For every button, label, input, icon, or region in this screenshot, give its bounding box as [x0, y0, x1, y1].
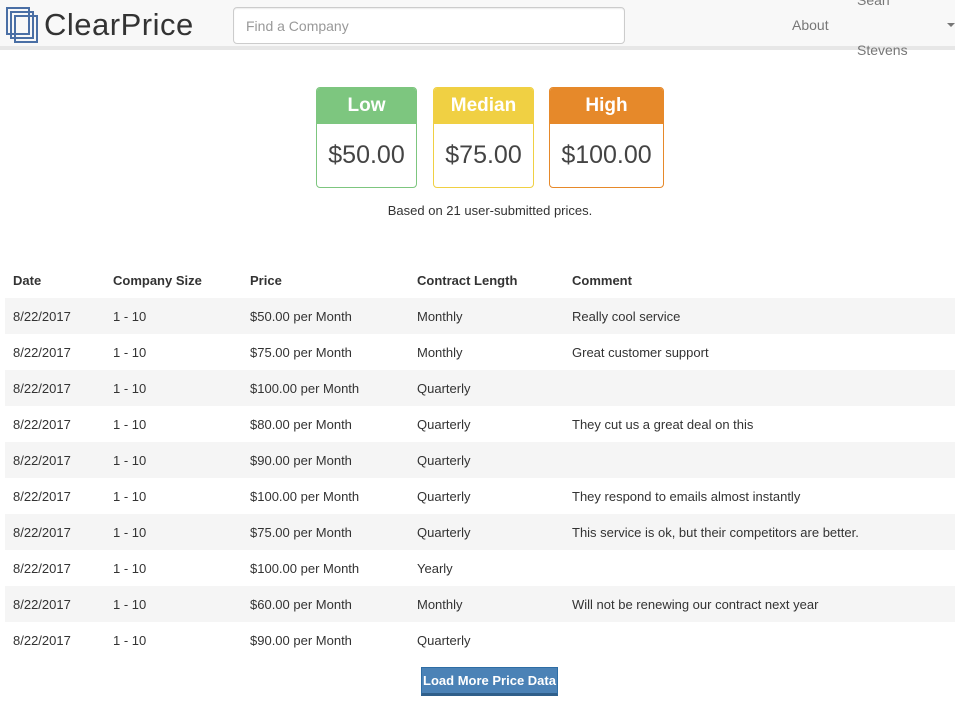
header-price: Price	[250, 272, 282, 288]
cell-contract-length: Quarterly	[417, 488, 471, 504]
table-row: 8/22/2017 1 - 10 $90.00 per Month Quarterly	[5, 442, 955, 478]
median-price-label: Median	[434, 88, 533, 124]
cell-date: 8/22/2017	[13, 596, 71, 612]
cell-price: $100.00 per Month	[250, 488, 360, 504]
cell-comment: Great customer support	[572, 344, 709, 360]
table-row: 8/22/2017 1 - 10 $100.00 per Month Quarterl…	[5, 478, 955, 514]
navbar: ClearPrice About Sean Stevens	[0, 0, 955, 58]
cell-price: $90.00 per Month	[250, 452, 352, 468]
brand-logo[interactable]: ClearPrice	[6, 7, 194, 43]
median-price-value: $75.00	[445, 141, 522, 169]
cell-contract-length: Yearly	[417, 560, 453, 576]
search-input[interactable]	[233, 7, 625, 44]
nav-about-link[interactable]: About	[792, 17, 829, 33]
cell-price: $100.00 per Month	[250, 380, 360, 396]
cell-contract-length: Monthly	[417, 596, 463, 612]
table-row: 8/22/2017 1 - 10 $75.00 per Month Monthly Gr…	[5, 334, 955, 370]
cell-company-size: 1 - 10	[113, 380, 147, 396]
cell-comment: They cut us a great deal on this	[572, 416, 754, 432]
cell-price: $60.00 per Month	[250, 596, 352, 612]
cell-company-size: 1 - 10	[113, 452, 147, 468]
table-row: 8/22/2017 1 - 10 $90.00 per Month Quarterly	[5, 622, 955, 658]
cell-date: 8/22/2017	[13, 308, 71, 324]
load-more-button[interactable]: Load More Price Data	[421, 667, 558, 696]
cell-company-size: 1 - 10	[113, 344, 147, 360]
cell-price: $80.00 per Month	[250, 416, 352, 432]
cell-contract-length: Quarterly	[417, 632, 471, 648]
chevron-down-icon	[947, 23, 955, 27]
low-price-card: Low $50.00	[316, 87, 417, 188]
cell-date: 8/22/2017	[13, 488, 71, 504]
cell-price: $75.00 per Month	[250, 524, 352, 540]
brand-name: ClearPrice	[44, 7, 194, 42]
cell-contract-length: Quarterly	[417, 380, 471, 396]
cell-comment: They respond to emails almost instantly	[572, 488, 801, 504]
cell-date: 8/22/2017	[13, 524, 71, 540]
low-price-value: $50.00	[328, 141, 405, 169]
cell-comment: Really cool service	[572, 308, 681, 324]
price-table: Date Company Size Price Contract Length …	[5, 262, 955, 658]
logo-icon	[6, 7, 38, 43]
cell-contract-length: Quarterly	[417, 524, 471, 540]
cell-contract-length: Monthly	[417, 344, 463, 360]
cell-company-size: 1 - 10	[113, 560, 147, 576]
table-row: 8/22/2017 1 - 10 $100.00 per Month Quarterl…	[5, 370, 955, 406]
cell-comment: This service is ok, but their competitor…	[572, 524, 859, 540]
header-contract-length: Contract Length	[417, 272, 518, 288]
cell-company-size: 1 - 10	[113, 632, 147, 648]
cell-contract-length: Quarterly	[417, 452, 471, 468]
table-row: 8/22/2017 1 - 10 $75.00 per Month Quarterly…	[5, 514, 955, 550]
cell-company-size: 1 - 10	[113, 596, 147, 612]
high-price-card: High $100.00	[549, 87, 664, 188]
low-price-label: Low	[317, 88, 416, 124]
table-row: 8/22/2017 1 - 10 $80.00 per Month Quarterly…	[5, 406, 955, 442]
cell-price: $100.00 per Month	[250, 560, 360, 576]
median-price-card: Median $75.00	[433, 87, 534, 188]
cell-date: 8/22/2017	[13, 632, 71, 648]
cell-comment	[564, 370, 955, 406]
table-row: 8/22/2017 1 - 10 $100.00 per Month Yearly	[5, 550, 955, 586]
cell-company-size: 1 - 10	[113, 308, 147, 324]
cell-contract-length: Monthly	[417, 308, 463, 324]
cell-company-size: 1 - 10	[113, 488, 147, 504]
cell-date: 8/22/2017	[13, 452, 71, 468]
cell-comment	[564, 550, 955, 586]
table-row: 8/22/2017 1 - 10 $60.00 per Month Monthly Wi…	[5, 586, 955, 622]
user-menu[interactable]: Sean Stevens	[857, 0, 955, 58]
cell-comment	[564, 442, 955, 478]
high-price-label: High	[550, 88, 663, 124]
cell-date: 8/22/2017	[13, 380, 71, 396]
user-name: Sean Stevens	[857, 0, 908, 58]
cell-company-size: 1 - 10	[113, 524, 147, 540]
table-header-row: Date Company Size Price Contract Length …	[5, 262, 955, 298]
cell-price: $50.00 per Month	[250, 308, 352, 324]
cell-contract-length: Quarterly	[417, 416, 471, 432]
cell-price: $75.00 per Month	[250, 344, 352, 360]
header-date: Date	[13, 272, 42, 288]
cell-date: 8/22/2017	[13, 416, 71, 432]
header-comment: Comment	[572, 272, 632, 288]
cell-price: $90.00 per Month	[250, 632, 352, 648]
cell-date: 8/22/2017	[13, 344, 71, 360]
table-row: 8/22/2017 1 - 10 $50.00 per Month Monthly Re…	[5, 298, 955, 334]
high-price-value: $100.00	[561, 141, 652, 169]
price-summary: Based on 21 user-submitted prices.	[387, 203, 593, 218]
header-company-size: Company Size	[113, 272, 202, 288]
cell-date: 8/22/2017	[13, 560, 71, 576]
cell-company-size: 1 - 10	[113, 416, 147, 432]
cell-comment	[564, 622, 955, 658]
cell-comment: Will not be renewing our contract next y…	[572, 596, 819, 612]
